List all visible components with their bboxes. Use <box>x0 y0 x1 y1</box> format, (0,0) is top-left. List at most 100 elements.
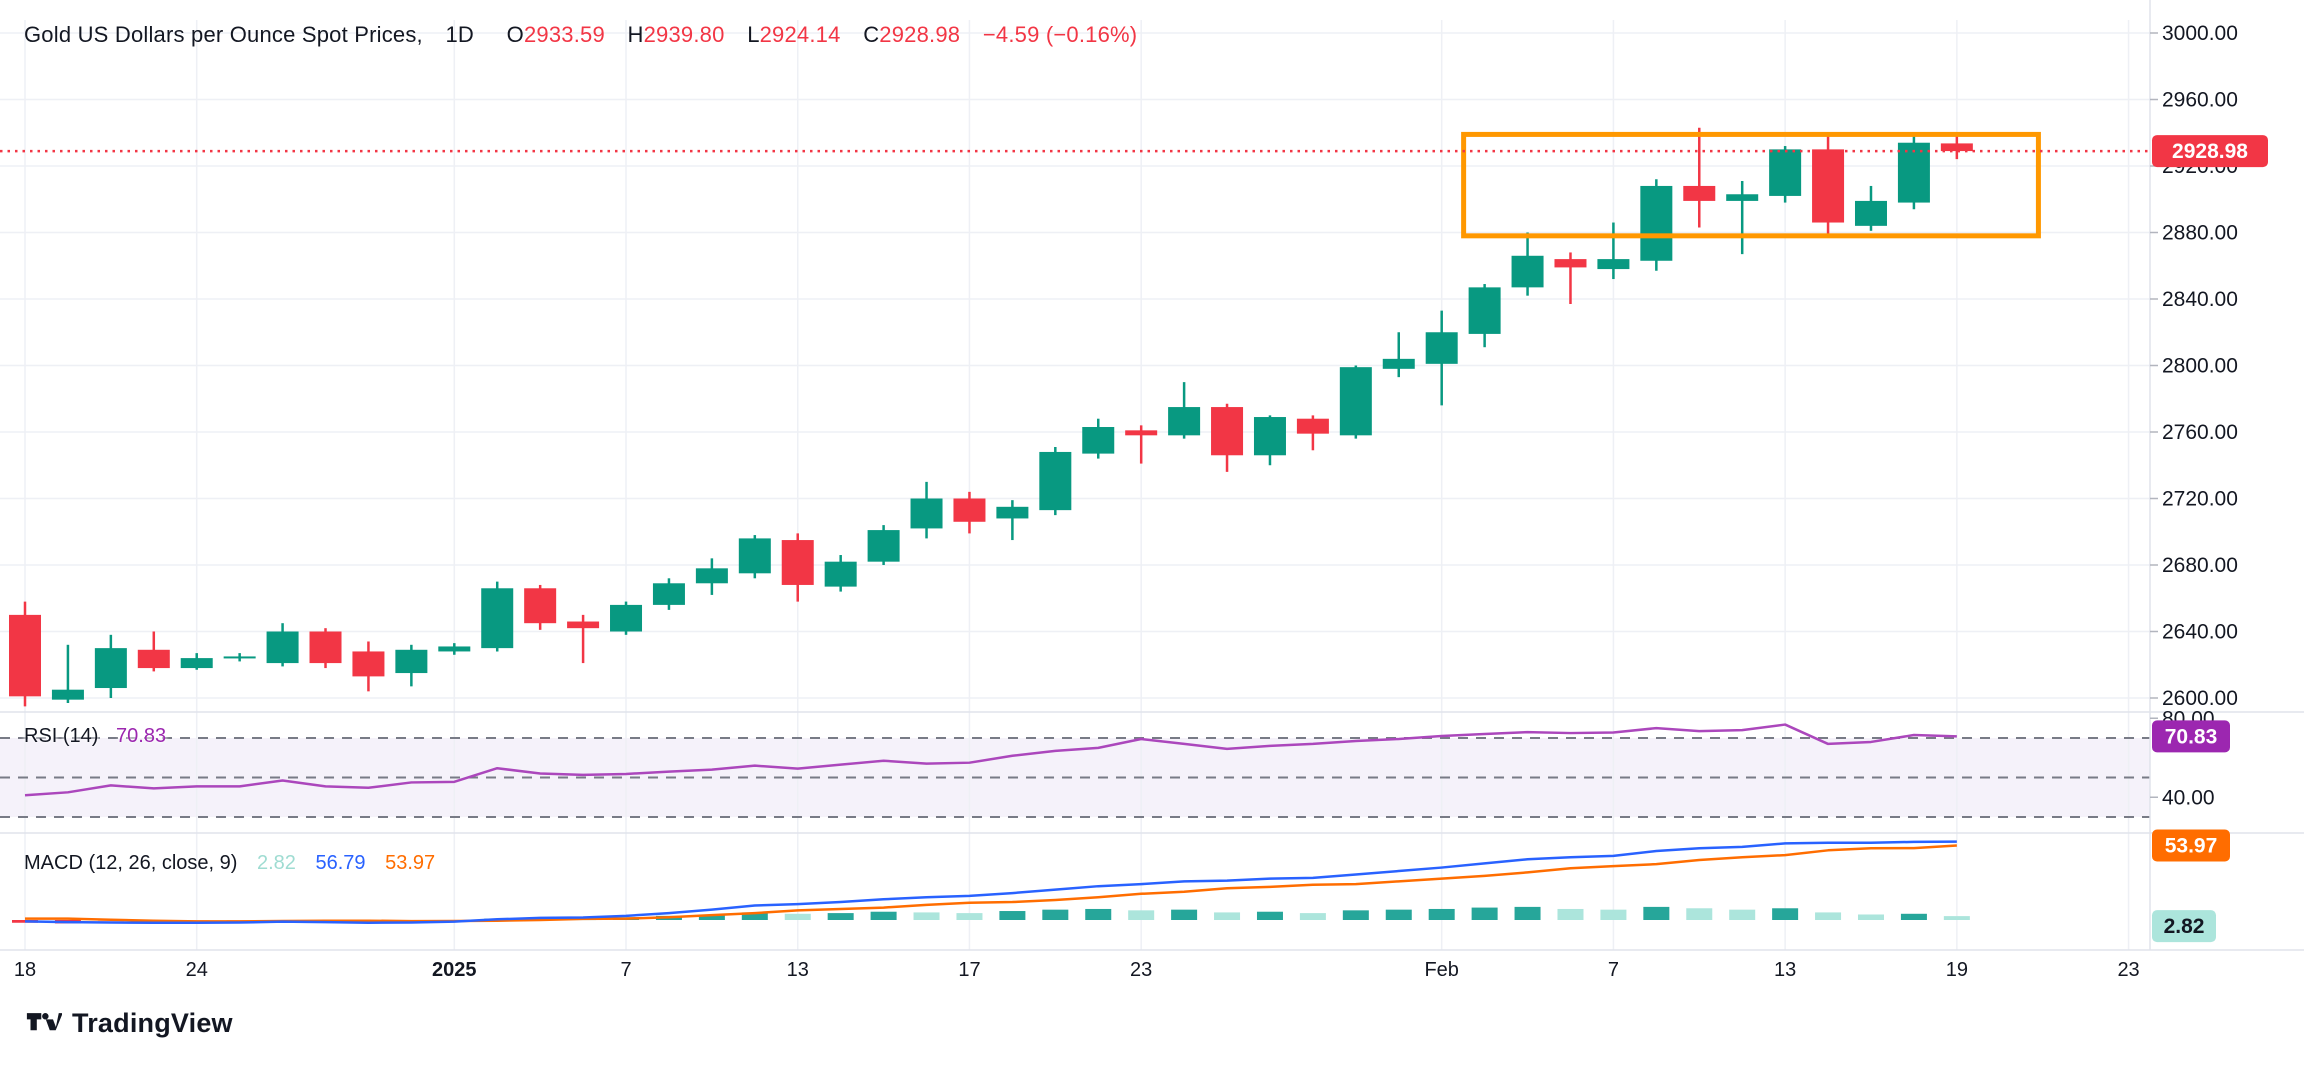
macd-line <box>24 840 1957 925</box>
candle-body <box>223 656 256 659</box>
high-value: 2939.80 <box>643 22 725 47</box>
macd-signal-value: 53.97 <box>385 852 436 874</box>
rsi-indicator-legend[interactable]: RSI (14) 70.83 <box>24 725 166 748</box>
candle-body <box>309 631 342 664</box>
macd-histogram-bar <box>1686 908 1713 920</box>
candle-body <box>180 658 213 669</box>
price-tick-label: 2800.00 <box>2162 355 2238 378</box>
macd-indicator-legend[interactable]: MACD (12, 26, close, 9) 2.82 56.79 53.97 <box>24 852 435 875</box>
close-value: 2928.98 <box>879 22 961 47</box>
candle-body <box>395 649 428 674</box>
price-tick-label: 2840.00 <box>2162 288 2238 311</box>
open-value: 2933.59 <box>523 22 605 47</box>
macd-hist-badge-text: 2.82 <box>2164 915 2205 938</box>
macd-label: MACD (12, 26, close, 9) <box>24 852 238 874</box>
candle-body <box>567 621 600 629</box>
time-tick-label: 2025 <box>432 959 477 981</box>
candle-body <box>9 614 41 697</box>
close-price-badge <box>2152 135 2268 168</box>
time-tick-label: 23 <box>2117 959 2139 981</box>
candle-body <box>1168 407 1201 436</box>
candle-body <box>867 530 900 562</box>
candle-body <box>1211 407 1244 456</box>
macd-histogram-bar <box>1857 914 1884 920</box>
candle-body <box>1812 149 1845 223</box>
time-tick-label: 23 <box>1130 959 1152 981</box>
candle-body <box>1339 367 1372 436</box>
macd-histogram-bar <box>1471 907 1498 920</box>
time-tick-label: 7 <box>620 959 631 981</box>
low-value: 2924.14 <box>759 22 841 47</box>
macd-histogram-bar <box>1729 909 1756 920</box>
candle-body <box>1854 200 1887 226</box>
candle-body <box>1511 255 1544 288</box>
macd-histogram-bar <box>784 913 811 920</box>
macd-signal-badge-text: 53.97 <box>2165 835 2218 858</box>
candle-body <box>438 646 471 652</box>
macd-histogram-bar <box>1643 906 1670 920</box>
candle-body <box>738 538 771 574</box>
price-tick-label: 2640.00 <box>2162 621 2238 644</box>
time-tick-label: 24 <box>186 959 208 981</box>
macd-histogram-bar <box>1385 909 1412 920</box>
candle-body <box>1296 418 1329 434</box>
time-tick-label: 13 <box>1774 959 1796 981</box>
candle-body <box>352 651 385 677</box>
candle-body <box>94 648 127 689</box>
close-label: C <box>863 22 880 47</box>
rsi-label: RSI (14) <box>24 725 99 747</box>
rsi-badge <box>2152 720 2230 753</box>
macd-histogram-bar <box>1514 906 1541 920</box>
candle-body <box>652 583 685 605</box>
consolidation-box-annotation[interactable] <box>1461 131 2041 239</box>
macd-histogram-bar <box>956 913 983 920</box>
candle-body <box>137 649 170 669</box>
time-tick-label: 7 <box>1608 959 1619 981</box>
time-tick-label: 18 <box>14 959 36 981</box>
macd-histogram-bar <box>1085 908 1112 920</box>
tradingview-logo[interactable]: TradingView <box>26 1006 233 1040</box>
symbol-title: Gold US Dollars per Ounce Spot Prices, <box>24 22 423 47</box>
candle-body <box>1769 149 1802 196</box>
macd-histogram-bar <box>1772 908 1799 920</box>
price-tick-label: 2600.00 <box>2162 687 2238 710</box>
candle-body <box>1726 194 1759 201</box>
candle-body <box>524 588 557 624</box>
rsi-line <box>24 723 1957 797</box>
time-tick-label: 19 <box>1946 959 1968 981</box>
macd-histogram-bar <box>1815 912 1842 920</box>
time-tick-label: 17 <box>958 959 980 981</box>
rsi-tick-label: 40.00 <box>2162 786 2215 809</box>
macd-histogram-bar <box>1256 911 1283 920</box>
candle-body <box>953 498 986 522</box>
macd-histogram-bar <box>870 911 897 920</box>
price-tick-label: 3000.00 <box>2162 22 2238 45</box>
candle-body <box>1382 358 1415 369</box>
candle-body <box>1425 332 1458 364</box>
candle-body <box>996 506 1029 519</box>
candle-body <box>1940 143 1973 152</box>
macd-histogram-bar <box>1428 908 1455 920</box>
macd-signal-line <box>25 844 1957 923</box>
macd-histogram-bar <box>1900 913 1927 920</box>
macd-histogram-bar <box>827 913 854 920</box>
macd-histogram-bar <box>1600 909 1627 920</box>
candle-body <box>1683 185 1716 201</box>
symbol-legend[interactable]: Gold US Dollars per Ounce Spot Prices, 1… <box>24 22 1137 48</box>
high-label: H <box>627 22 644 47</box>
time-tick-label: Feb <box>1424 959 1458 981</box>
price-tick-label: 2760.00 <box>2162 421 2238 444</box>
tradingview-brand-text: TradingView <box>72 1007 233 1038</box>
candle-body <box>1468 287 1501 334</box>
macd-signal-badge <box>2152 829 2230 862</box>
macd-histogram-bar <box>698 914 725 920</box>
macd-line-value: 56.79 <box>315 852 366 874</box>
price-tick-label: 2880.00 <box>2162 222 2238 245</box>
candle-body <box>266 631 299 664</box>
candle-body <box>1640 185 1673 261</box>
candle-body <box>610 604 643 632</box>
macd-histogram-bar <box>1171 909 1198 920</box>
macd-histogram-bar <box>1299 913 1326 920</box>
